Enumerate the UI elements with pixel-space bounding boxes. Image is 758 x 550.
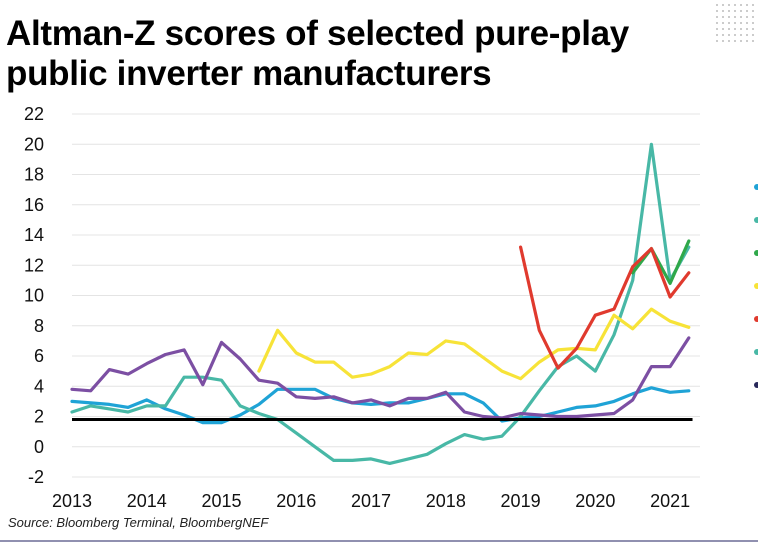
y-tick-label: 20	[24, 134, 44, 154]
x-tick-label: 2014	[127, 491, 167, 511]
source-note: Source: Bloomberg Terminal, BloombergNEF	[8, 515, 269, 530]
y-tick-label: 8	[34, 316, 44, 336]
y-tick-label: -2	[28, 467, 44, 487]
x-tick-label: 2019	[501, 491, 541, 511]
y-tick-label: 14	[24, 225, 44, 245]
x-tick-label: 2020	[575, 491, 615, 511]
series-line-6	[70, 336, 691, 420]
y-tick-label: 0	[34, 437, 44, 457]
x-tick-label: 2017	[351, 491, 391, 511]
x-tick-label: 2018	[426, 491, 466, 511]
y-tick-label: 10	[24, 286, 44, 306]
bottom-divider	[0, 540, 758, 542]
series-line-3	[631, 239, 691, 285]
y-tick-label: 22	[24, 104, 44, 124]
x-tick-label: 2015	[202, 491, 242, 511]
y-tick-label: 16	[24, 195, 44, 215]
x-tick-label: 2021	[650, 491, 690, 511]
y-tick-label: 4	[34, 376, 44, 396]
legend-marker	[754, 382, 758, 388]
legend-marker	[754, 316, 758, 322]
y-tick-label: 18	[24, 165, 44, 185]
y-tick-label: 6	[34, 346, 44, 366]
series-line-4	[257, 307, 691, 381]
legend-marker	[754, 184, 758, 190]
legend-marker	[754, 283, 758, 289]
x-tick-label: 2013	[52, 491, 92, 511]
legend-marker	[754, 250, 758, 256]
series-line-5	[518, 245, 691, 370]
y-tick-label: 2	[34, 407, 44, 427]
legend-marker	[754, 349, 758, 355]
legend-marker	[754, 217, 758, 223]
dot-pattern-decoration	[714, 2, 754, 42]
chart-title: Altman-Z scores of selected pure-play pu…	[6, 14, 629, 93]
y-tick-label: 12	[24, 255, 44, 275]
series-line-2	[70, 142, 691, 465]
x-tick-label: 2016	[276, 491, 316, 511]
